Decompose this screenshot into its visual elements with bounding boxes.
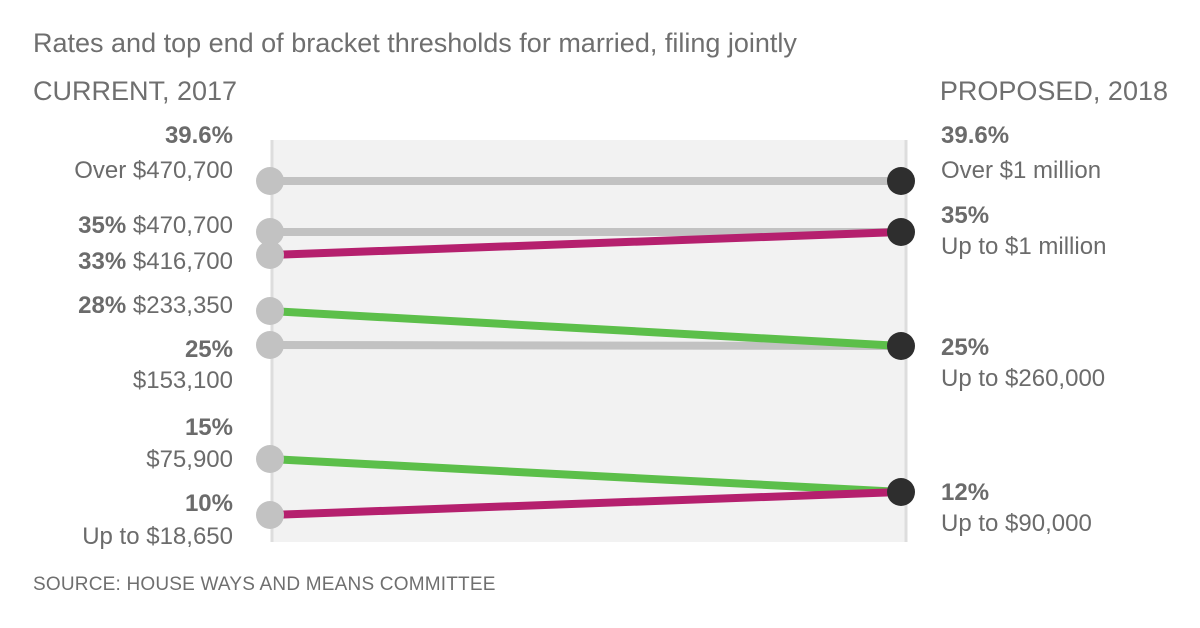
- current-rate-label: 39.6%: [165, 122, 233, 149]
- proposed-label-396-threshold: Over $1 million: [941, 157, 1101, 184]
- proposed-label-25-threshold: Up to $260,000: [941, 365, 1105, 392]
- proposed-rate-label: 39.6%: [941, 122, 1009, 149]
- current-rate-label: 35%: [78, 212, 126, 239]
- current-dot-35: [256, 218, 284, 246]
- current-threshold-label: $75,900: [146, 446, 233, 473]
- proposed-dot-396: [887, 167, 915, 195]
- proposed-threshold-label: Up to $260,000: [941, 365, 1105, 392]
- current-dot-15: [256, 445, 284, 473]
- current-label-33: 33% $416,700: [78, 248, 233, 275]
- proposed-threshold-label: Over $1 million: [941, 157, 1101, 184]
- source-note: SOURCE: HOUSE WAYS AND MEANS COMMITTEE: [33, 574, 496, 595]
- current-dot-33: [256, 241, 284, 269]
- proposed-rate-label: 35%: [941, 202, 989, 229]
- current-threshold-label: $470,700: [126, 212, 233, 239]
- slope-line-28-to-25: [266, 307, 905, 350]
- slope-line-33-to-35: [266, 228, 905, 259]
- proposed-label-35-rate: 35%: [941, 202, 989, 229]
- current-rate-label: 33%: [78, 248, 126, 275]
- current-label-10-rate: 10%: [185, 490, 233, 517]
- proposed-rate-label: 12%: [941, 479, 989, 506]
- current-threshold-label: Up to $18,650: [82, 523, 233, 550]
- proposed-label-12-rate: 12%: [941, 479, 989, 506]
- proposed-threshold-label: Up to $90,000: [941, 510, 1092, 537]
- current-label-15-rate: 15%: [185, 414, 233, 441]
- current-dot-396: [256, 167, 284, 195]
- current-dot-25: [256, 331, 284, 359]
- slope-line-15-to-12: [266, 455, 905, 496]
- current-rate-label: 15%: [185, 414, 233, 441]
- current-label-15-threshold: $75,900: [146, 446, 233, 473]
- proposed-rate-label: 25%: [941, 334, 989, 361]
- proposed-dot-35: [887, 218, 915, 246]
- current-rate-label: 25%: [185, 336, 233, 363]
- current-dot-28: [256, 297, 284, 325]
- current-rate-label: 28%: [78, 292, 126, 319]
- proposed-column-header: PROPOSED, 2018: [939, 76, 1168, 106]
- proposed-label-396-rate: 39.6%: [941, 122, 1009, 149]
- current-label-396-rate: 39.6%: [165, 122, 233, 149]
- current-label-25-rate: 25%: [185, 336, 233, 363]
- proposed-dot-25: [887, 332, 915, 360]
- chart-title: Rates and top end of bracket thresholds …: [33, 28, 797, 58]
- slope-line-10-to-12: [266, 488, 905, 519]
- current-column-header: CURRENT, 2017: [33, 76, 238, 106]
- proposed-threshold-label: Up to $1 million: [941, 233, 1106, 260]
- current-threshold-label: Over $470,700: [74, 157, 233, 184]
- current-dot-10: [256, 501, 284, 529]
- current-label-396-threshold: Over $470,700: [74, 157, 233, 184]
- current-label-35: 35% $470,700: [78, 212, 233, 239]
- proposed-label-12-threshold: Up to $90,000: [941, 510, 1092, 537]
- current-label-25-threshold: $153,100: [133, 367, 233, 394]
- proposed-label-35-threshold: Up to $1 million: [941, 233, 1106, 260]
- current-label-10-threshold: Up to $18,650: [82, 523, 233, 550]
- current-threshold-label: $233,350: [126, 292, 233, 319]
- proposed-label-25-rate: 25%: [941, 334, 989, 361]
- current-threshold-label: $416,700: [126, 248, 233, 275]
- slope-line-25-to-25: [266, 341, 905, 350]
- current-threshold-label: $153,100: [133, 367, 233, 394]
- current-label-28: 28% $233,350: [78, 292, 233, 319]
- current-rate-label: 10%: [185, 490, 233, 517]
- proposed-dot-12: [887, 478, 915, 506]
